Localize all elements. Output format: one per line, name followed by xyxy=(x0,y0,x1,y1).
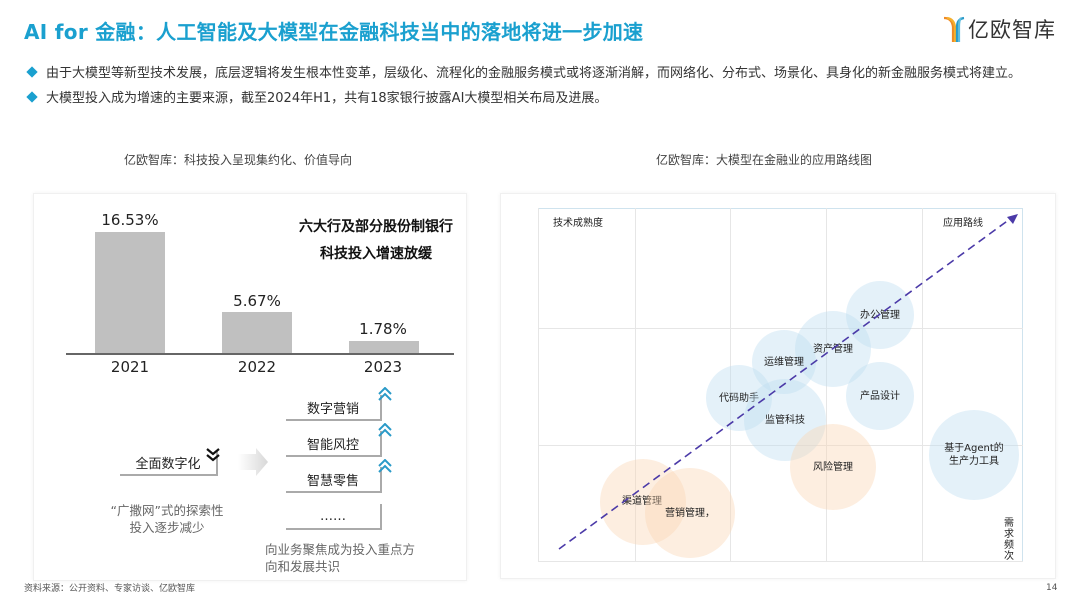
grid-line xyxy=(538,445,1023,446)
chart-annotation: 六大行及部分股份制银行 科技投入增速放缓 xyxy=(276,214,476,268)
logo-mark-icon xyxy=(942,15,966,43)
page-title: AI for 金融：人工智能及大模型在金融科技当中的落地将进一步加速 xyxy=(24,20,644,44)
grid-line xyxy=(635,208,636,562)
bubble-label: 风险管理 xyxy=(813,461,853,473)
to-note: 向业务聚焦成为投入重点方向和发展共识 xyxy=(265,542,416,574)
double-chevron-up-icon xyxy=(377,422,393,437)
bar-2021 xyxy=(95,232,165,354)
x-tick-label: 2022 xyxy=(237,358,277,376)
bubble-label: 监管科技 xyxy=(765,414,805,426)
x-tick-label: 2023 xyxy=(363,358,403,376)
logo-text: 亿欧智库 xyxy=(968,18,1056,42)
bar-value-label: 1.78% xyxy=(359,320,407,338)
x-axis-label: 需求频次 xyxy=(1004,518,1014,562)
source-note: 资料来源：公开资料、专家访谈、亿欧智库 xyxy=(24,584,196,594)
grid-line xyxy=(730,208,731,562)
bullet-item: 大模型投入成为增速的主要来源，截至2024年H1，共有18家银行披露AI大模型相… xyxy=(26,89,1066,108)
grid-line xyxy=(538,561,1023,562)
bubble: 运维管理 xyxy=(752,330,816,394)
double-chevron-down-icon xyxy=(205,448,221,462)
bubble-label: 代码助手 xyxy=(719,392,759,404)
focus-tag: 数字营销 xyxy=(286,395,382,421)
grid-frame xyxy=(538,208,1023,562)
right-arrow-icon xyxy=(238,448,268,476)
grid-line xyxy=(826,208,827,562)
right-section-title: 亿欧智库：大模型在金融业的应用路线图 xyxy=(656,153,873,167)
page-number: 14 xyxy=(1046,583,1058,593)
from-tag: 全面数字化 xyxy=(120,450,218,476)
double-chevron-up-icon xyxy=(377,458,393,473)
bubble: 营销管理， xyxy=(645,468,735,558)
bubble: 产品设计 xyxy=(846,362,914,430)
bar-value-label: 5.67% xyxy=(233,292,281,310)
x-tick-label: 2021 xyxy=(110,358,150,376)
grid-line xyxy=(538,208,539,562)
annotation-line: 科技投入增速放缓 xyxy=(320,246,432,262)
double-chevron-up-icon xyxy=(377,386,393,401)
bubble: 基于Agent的生产力工具 xyxy=(929,410,1019,500)
focus-tag: 智能风控 xyxy=(286,431,382,457)
focus-tag: 智慧零售 xyxy=(286,467,382,493)
y-axis-label: 技术成熟度 xyxy=(553,214,603,229)
bullet-item: 由于大模型等新型技术发展，底层逻辑将发生根本性变革，层级化、流程化的金融服务模式… xyxy=(26,64,1066,83)
bubble-label: 运维管理 xyxy=(764,356,804,368)
bar-2022 xyxy=(222,312,292,354)
bar-value-label: 16.53% xyxy=(101,211,159,229)
right-panel xyxy=(500,193,1056,579)
bubble: 风险管理 xyxy=(790,424,876,510)
focus-tag: …… xyxy=(286,504,382,530)
left-section-title: 亿欧智库：科技投入呈现集约化、价值导向 xyxy=(124,153,353,167)
bar-2023 xyxy=(349,341,419,354)
bullet-text: 大模型投入成为增速的主要来源，截至2024年H1，共有18家银行披露AI大模型相… xyxy=(46,91,608,106)
bubble: 代码助手 xyxy=(706,365,772,431)
from-note: “广撒网”式的探索性投入逐步减少 xyxy=(110,503,224,535)
annotation-line: 六大行及部分股份制银行 xyxy=(299,219,453,235)
bullet-list: 由于大模型等新型技术发展，底层逻辑将发生根本性变革，层级化、流程化的金融服务模式… xyxy=(26,64,1066,114)
route-label: 应用路线 xyxy=(943,214,983,229)
grid-line xyxy=(538,328,1023,329)
bubble-label: 产品设计 xyxy=(860,390,900,402)
bubble: 渠道管理 xyxy=(600,459,686,545)
bubble-label: 基于Agent的生产力工具 xyxy=(944,443,1004,467)
grid-line xyxy=(922,208,923,562)
x-axis-line xyxy=(66,353,454,355)
bubble-label: 营销管理， xyxy=(665,507,715,519)
bullet-text: 由于大模型等新型技术发展，底层逻辑将发生根本性变革，层级化、流程化的金融服务模式… xyxy=(46,66,1022,81)
bubble: 监管科技 xyxy=(744,379,826,461)
logo: 亿欧智库 xyxy=(942,14,1056,44)
bubble-label: 渠道管理 xyxy=(622,495,662,507)
